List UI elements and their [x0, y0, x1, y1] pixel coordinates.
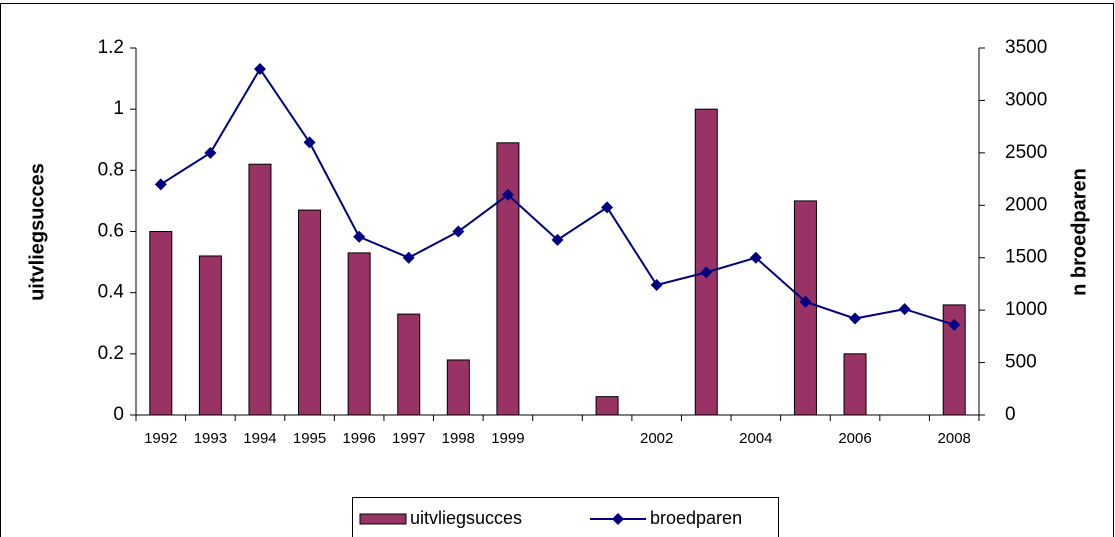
line-marker	[948, 318, 961, 331]
y-tick-label: 0	[113, 404, 124, 425]
y2-tick-label: 0	[1005, 404, 1016, 425]
x-tick-label: 1998	[442, 430, 475, 447]
bar	[347, 252, 371, 416]
line-marker	[204, 146, 217, 159]
bar	[793, 200, 817, 416]
bar	[149, 231, 173, 416]
line-marker	[551, 233, 564, 246]
line-marker	[650, 278, 663, 291]
y-axis-title: uitvliegsucces	[26, 163, 48, 301]
bar	[595, 396, 619, 416]
y-tick-label: 1.2	[98, 37, 124, 58]
x-tick-label: 1999	[491, 430, 524, 447]
y2-tick-label: 2500	[1005, 142, 1047, 163]
chart-frame	[0, 3, 1114, 537]
x-tick-label: 1994	[243, 430, 276, 447]
bar	[397, 313, 421, 416]
line-marker	[303, 136, 316, 149]
y-tick-label: 0.8	[98, 159, 124, 180]
x-tick-label: 1993	[194, 430, 227, 447]
x-tick-label: 2004	[739, 430, 772, 447]
y2-tick-label: 3000	[1005, 89, 1047, 110]
y2-axis-title: n broedparen	[1068, 168, 1090, 296]
line-marker	[402, 251, 415, 264]
line-marker	[501, 188, 514, 201]
y2-tick-label: 1000	[1005, 299, 1047, 320]
y2-tick-label: 500	[1005, 352, 1037, 373]
line-marker	[601, 201, 614, 214]
bar	[942, 304, 966, 416]
bar	[843, 353, 867, 416]
line-marker	[452, 225, 465, 238]
bar	[198, 255, 222, 416]
x-tick-label: 1997	[392, 430, 425, 447]
x-tick-label: 1995	[293, 430, 326, 447]
bar	[496, 142, 520, 416]
line-marker	[154, 178, 167, 191]
bar	[248, 163, 272, 416]
x-tick-label: 1992	[144, 430, 177, 447]
legend-label: broedparen	[650, 508, 742, 528]
y-tick-label: 0.6	[98, 221, 124, 242]
line-marker	[898, 303, 911, 316]
x-tick-label: 2008	[938, 430, 971, 447]
x-tick-label: 2006	[838, 430, 871, 447]
legend-swatch	[359, 513, 407, 525]
legend-label: uitvliegsucces	[410, 508, 522, 528]
line-marker	[849, 312, 862, 325]
x-tick-label: 2002	[640, 430, 673, 447]
line-marker	[799, 295, 812, 308]
bar	[298, 209, 322, 416]
bar	[694, 108, 718, 416]
legend-marker	[612, 513, 624, 525]
line-marker	[353, 230, 366, 243]
x-tick-label: 1996	[342, 430, 375, 447]
line-marker	[700, 266, 713, 279]
line-marker	[253, 62, 266, 75]
bar	[446, 359, 470, 416]
line-marker	[749, 251, 762, 264]
y2-tick-label: 2000	[1005, 194, 1047, 215]
y-tick-label: 0.2	[98, 343, 124, 364]
y-tick-label: 1	[113, 98, 124, 119]
y2-tick-label: 3500	[1005, 37, 1047, 58]
y2-tick-label: 1500	[1005, 247, 1047, 268]
legend-box	[352, 497, 779, 537]
y-tick-label: 0.4	[98, 282, 125, 303]
